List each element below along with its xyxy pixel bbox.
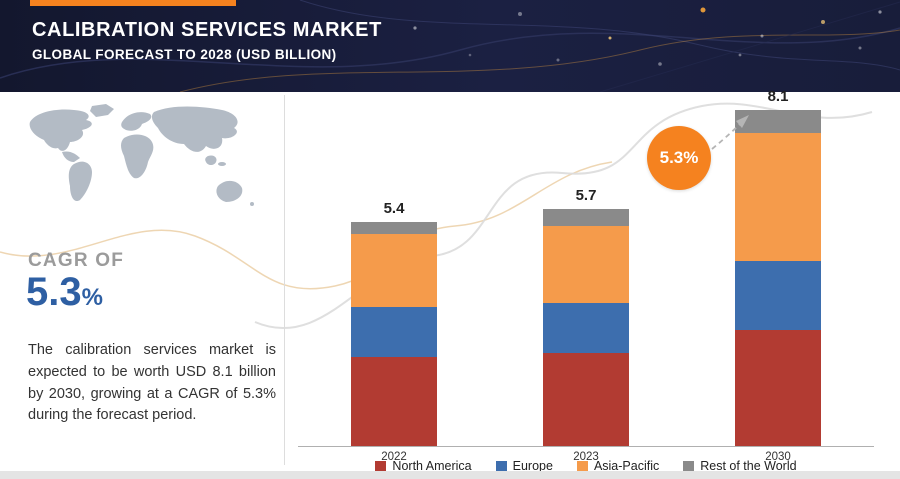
legend-label: Rest of the World bbox=[700, 459, 797, 473]
legend: North America Europe Asia-Pacific Rest of t… bbox=[292, 459, 880, 473]
bar-stack bbox=[351, 222, 437, 446]
axis-year-label: 2030 bbox=[765, 451, 791, 463]
footer-strip bbox=[0, 471, 900, 479]
bar-column: 8.1 2030 bbox=[703, 88, 853, 463]
bar-column: 5.4 2022 bbox=[319, 106, 469, 463]
legend-label: North America bbox=[392, 459, 472, 473]
bar-segment bbox=[351, 222, 437, 235]
cagr-number: 5.3 bbox=[26, 270, 82, 314]
axis-year-label: 2022 bbox=[381, 451, 407, 463]
legend-item: Rest of the World bbox=[683, 459, 797, 473]
bar-segment bbox=[543, 302, 629, 353]
stacked-bar-chart: 5.4 2022 5.7 2023 8.1 2030 North America Europ… bbox=[292, 88, 880, 479]
bar-stack bbox=[735, 109, 821, 446]
bars-row: 5.4 2022 5.7 2023 8.1 2030 bbox=[298, 88, 874, 463]
bar-segment bbox=[543, 209, 629, 227]
bar-segment bbox=[543, 352, 629, 446]
header-banner: CALIBRATION SERVICES MARKET GLOBAL FOREC… bbox=[0, 0, 900, 92]
bar-segment bbox=[351, 234, 437, 308]
page-title: CALIBRATION SERVICES MARKET bbox=[32, 19, 382, 41]
legend-item: Europe bbox=[495, 459, 553, 473]
market-description: The calibration services market is expec… bbox=[28, 342, 276, 424]
bar-segment bbox=[735, 132, 821, 262]
bar-total-label: 8.1 bbox=[767, 87, 789, 105]
cagr-value: 5.3% bbox=[26, 270, 103, 314]
cagr-percent-sign: % bbox=[81, 284, 103, 311]
legend-label: Europe bbox=[512, 459, 553, 473]
world-map bbox=[29, 104, 254, 206]
bar-segment bbox=[735, 261, 821, 330]
cagr-label: CAGR OF bbox=[28, 250, 125, 271]
legend-item: Asia-Pacific bbox=[576, 459, 660, 473]
bar-total-label: 5.4 bbox=[383, 200, 405, 218]
bar-column: 5.7 2023 bbox=[511, 106, 661, 463]
bar-segment bbox=[351, 307, 437, 357]
header-network-decoration bbox=[0, 0, 900, 92]
legend-swatch bbox=[576, 460, 588, 472]
bar-segment bbox=[351, 356, 437, 446]
cagr-badge: 5.3% bbox=[647, 126, 711, 190]
legend-swatch bbox=[683, 460, 695, 472]
bar-segment bbox=[543, 226, 629, 303]
bar-stack bbox=[543, 209, 629, 446]
header-accent-bar bbox=[30, 0, 236, 6]
axis-year-label: 2023 bbox=[573, 451, 599, 463]
legend-swatch bbox=[495, 460, 507, 472]
legend-swatch bbox=[375, 460, 387, 472]
panel-divider bbox=[284, 95, 285, 465]
legend-item: North America bbox=[375, 459, 472, 473]
page-subtitle: GLOBAL FORECAST TO 2028 (USD BILLION) bbox=[32, 47, 337, 62]
bar-total-label: 5.7 bbox=[575, 187, 597, 205]
bar-segment bbox=[735, 329, 821, 446]
legend-label: Asia-Pacific bbox=[593, 459, 660, 473]
bar-segment bbox=[735, 109, 821, 133]
